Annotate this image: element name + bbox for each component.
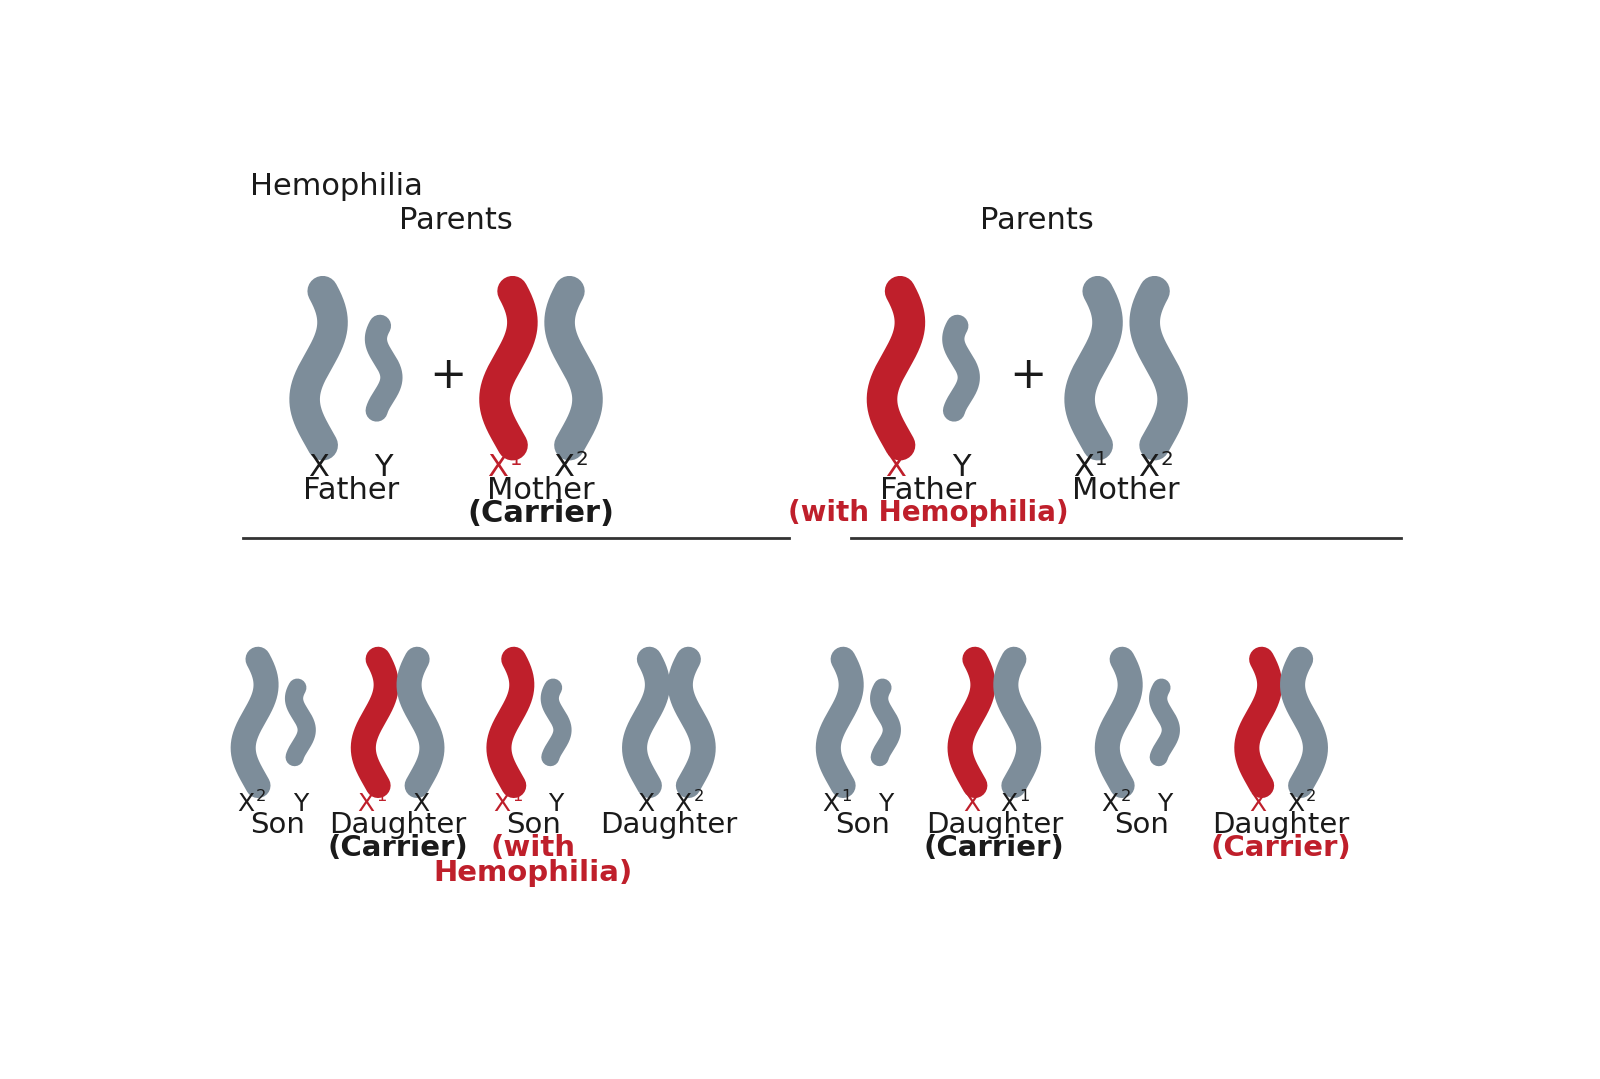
Text: 1: 1 [1094, 450, 1107, 468]
Text: Y: Y [952, 453, 970, 482]
Text: (with: (with [491, 834, 576, 862]
Text: Y: Y [374, 453, 394, 482]
Text: X: X [1000, 792, 1018, 816]
Text: Parents: Parents [981, 206, 1094, 235]
Text: (with Hemophilia): (with Hemophilia) [789, 500, 1069, 527]
Text: X: X [1286, 792, 1304, 816]
Text: Hemophilia): Hemophilia) [434, 859, 634, 887]
Text: Parents: Parents [398, 206, 512, 235]
Text: X: X [411, 792, 429, 816]
Text: 1: 1 [510, 450, 523, 468]
Text: X: X [488, 453, 509, 482]
Text: 2: 2 [1160, 450, 1173, 468]
Text: 2: 2 [256, 789, 267, 804]
Text: X: X [1072, 453, 1093, 482]
Text: X: X [552, 453, 573, 482]
Text: Daughter: Daughter [926, 811, 1062, 839]
Text: Hemophilia: Hemophilia [250, 172, 424, 201]
Text: Son: Son [250, 811, 306, 839]
Text: 2: 2 [1306, 789, 1315, 804]
Text: (Carrier): (Carrier) [1211, 834, 1352, 862]
Text: X: X [358, 792, 374, 816]
Text: Y: Y [549, 792, 563, 816]
Text: X: X [637, 792, 654, 816]
Text: 2: 2 [693, 789, 704, 804]
Text: X: X [885, 453, 906, 482]
Text: Son: Son [835, 811, 890, 839]
Text: X: X [309, 453, 330, 482]
Text: (Carrier): (Carrier) [328, 834, 467, 862]
Text: X: X [822, 792, 840, 816]
Text: Son: Son [506, 811, 560, 839]
Text: Daughter: Daughter [330, 811, 466, 839]
Text: 1: 1 [512, 789, 522, 804]
Text: +: + [429, 354, 467, 397]
Text: X: X [493, 792, 510, 816]
Text: Mother: Mother [1072, 476, 1179, 505]
Text: Y: Y [878, 792, 893, 816]
Text: 2: 2 [1120, 789, 1131, 804]
Text: X: X [675, 792, 691, 816]
Text: X: X [237, 792, 254, 816]
Text: Mother: Mother [486, 476, 595, 505]
Text: 1: 1 [842, 789, 851, 804]
Text: 2: 2 [574, 450, 587, 468]
Text: Daughter: Daughter [1213, 811, 1350, 839]
Text: (Carrier): (Carrier) [925, 834, 1064, 862]
Text: 1: 1 [376, 789, 387, 804]
Text: Y: Y [1157, 792, 1173, 816]
Text: X: X [1138, 453, 1158, 482]
Text: 1: 1 [1019, 789, 1029, 804]
Text: (Carrier): (Carrier) [467, 500, 614, 528]
Text: X: X [1250, 792, 1267, 816]
Text: Father: Father [302, 476, 400, 505]
Text: Y: Y [293, 792, 309, 816]
Text: +: + [1010, 354, 1046, 397]
Text: X: X [963, 792, 981, 816]
Text: Son: Son [1114, 811, 1170, 839]
Text: Daughter: Daughter [600, 811, 738, 839]
Text: X: X [1102, 792, 1118, 816]
Text: Father: Father [880, 476, 976, 505]
